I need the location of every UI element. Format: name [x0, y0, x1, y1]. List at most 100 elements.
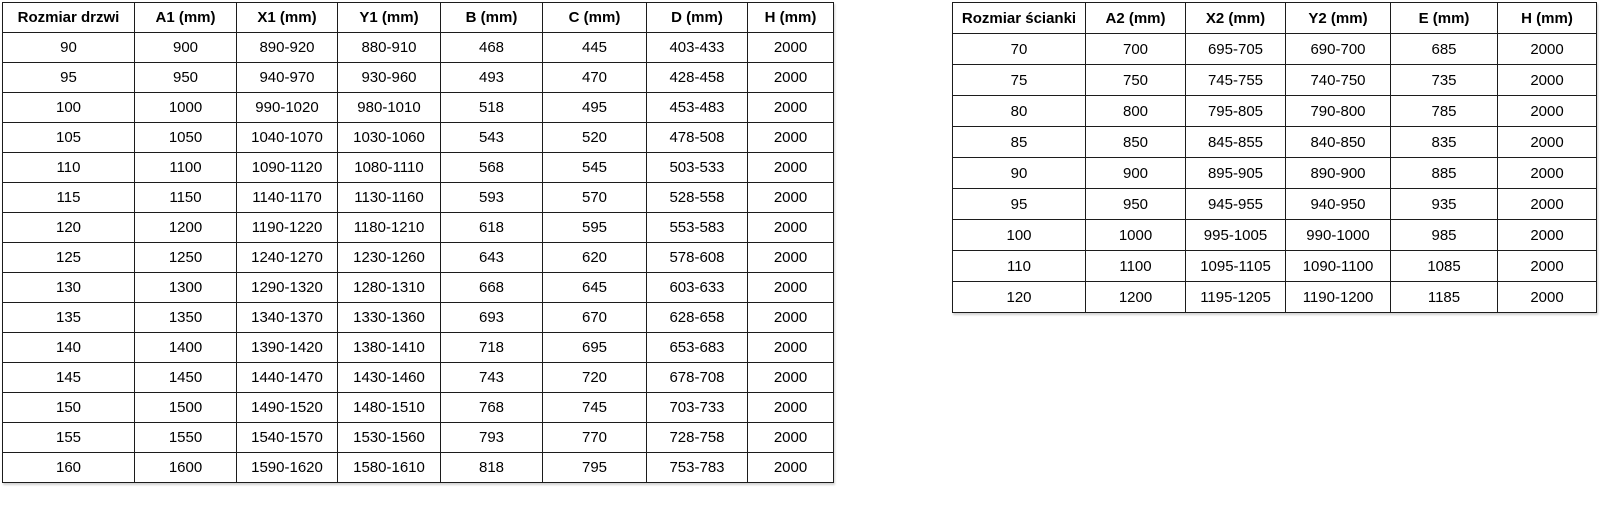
table-cell: 453-483 — [646, 92, 748, 123]
table-cell: 1300 — [134, 272, 237, 303]
table-cell: 468 — [440, 32, 543, 63]
table-cell: 1350 — [134, 302, 237, 333]
table-cell: 520 — [542, 122, 647, 153]
table-row: 95 950 945-955 940-950 935 2000 — [952, 188, 1597, 220]
column-header: D (mm) — [646, 2, 748, 33]
table-cell: 478-508 — [646, 122, 748, 153]
table-cell: 718 — [440, 332, 543, 363]
table-cell: 1530-1560 — [337, 422, 441, 453]
table-cell: 818 — [440, 452, 543, 483]
table-cell: 2000 — [1497, 95, 1597, 127]
table-cell: 2000 — [747, 332, 834, 363]
table-cell: 2000 — [747, 362, 834, 393]
table-cell: 735 — [1390, 64, 1498, 96]
table-cell: 845-855 — [1185, 126, 1286, 158]
table-cell: 645 — [542, 272, 647, 303]
table-cell: 1290-1320 — [236, 272, 338, 303]
table-cell: 1340-1370 — [236, 302, 338, 333]
table-row: 150 1500 1490-1520 1480-1510 768 745 703-733 20… — [2, 392, 834, 423]
table-cell: 693 — [440, 302, 543, 333]
table-cell: 643 — [440, 242, 543, 273]
column-header: B (mm) — [440, 2, 543, 33]
table-cell: 120 — [2, 212, 135, 243]
table-cell: 1430-1460 — [337, 362, 441, 393]
table-cell: 593 — [440, 182, 543, 213]
column-header: H (mm) — [747, 2, 834, 33]
table-cell: 790-800 — [1285, 95, 1391, 127]
table-cell: 110 — [952, 250, 1086, 282]
table-cell: 620 — [542, 242, 647, 273]
table-cell: 493 — [440, 62, 543, 93]
table-row: 120 1200 1190-1220 1180-1210 618 595 553-583 20… — [2, 212, 834, 243]
table-cell: 95 — [952, 188, 1086, 220]
table-cell: 2000 — [747, 62, 834, 93]
table-cell: 2000 — [1497, 126, 1597, 158]
table-cell: 2000 — [747, 422, 834, 453]
table-cell: 1180-1210 — [337, 212, 441, 243]
table-cell: 653-683 — [646, 332, 748, 363]
table-cell: 1140-1170 — [236, 182, 338, 213]
table-cell: 130 — [2, 272, 135, 303]
table-cell: 700 — [1085, 33, 1186, 65]
table-cell: 745-755 — [1185, 64, 1286, 96]
table-row: 90 900 895-905 890-900 885 2000 — [952, 157, 1597, 189]
table-cell: 850 — [1085, 126, 1186, 158]
table-row: 100 1000 995-1005 990-1000 985 2000 — [952, 219, 1597, 251]
table-cell: 1130-1160 — [337, 182, 441, 213]
table-cell: 678-708 — [646, 362, 748, 393]
table-cell: 120 — [952, 281, 1086, 313]
table-cell: 1090-1100 — [1285, 250, 1391, 282]
wall-panel-sizes-table: Rozmiar ścianki A2 (mm) X2 (mm) Y2 (mm) E (m… — [952, 2, 1597, 313]
table-cell: 2000 — [747, 182, 834, 213]
table-cell: 150 — [2, 392, 135, 423]
table-row: 160 1600 1590-1620 1580-1610 818 795 753-783 20… — [2, 452, 834, 483]
table-cell: 2000 — [747, 302, 834, 333]
table-cell: 578-608 — [646, 242, 748, 273]
table-cell: 703-733 — [646, 392, 748, 423]
table-cell: 940-970 — [236, 62, 338, 93]
table-cell: 728-758 — [646, 422, 748, 453]
table-cell: 2000 — [747, 392, 834, 423]
table-cell: 690-700 — [1285, 33, 1391, 65]
table-cell: 2000 — [747, 152, 834, 183]
table-cell: 990-1020 — [236, 92, 338, 123]
table-cell: 1550 — [134, 422, 237, 453]
table-cell: 1085 — [1390, 250, 1498, 282]
table-cell: 2000 — [1497, 188, 1597, 220]
table-cell: 785 — [1390, 95, 1498, 127]
table-cell: 1490-1520 — [236, 392, 338, 423]
table-cell: 740-750 — [1285, 64, 1391, 96]
table-row: 70 700 695-705 690-700 685 2000 — [952, 33, 1597, 65]
table-cell: 900 — [134, 32, 237, 63]
table-cell: 503-533 — [646, 152, 748, 183]
table-cell: 1000 — [134, 92, 237, 123]
header-row: Rozmiar drzwi A1 (mm) X1 (mm) Y1 (mm) B (mm)… — [2, 2, 834, 33]
table-cell: 2000 — [1497, 250, 1597, 282]
column-header: C (mm) — [542, 2, 647, 33]
table-cell: 1190-1200 — [1285, 281, 1391, 313]
table-cell: 900 — [1085, 157, 1186, 189]
table-cell: 1040-1070 — [236, 122, 338, 153]
table-cell: 470 — [542, 62, 647, 93]
column-header: H (mm) — [1497, 2, 1597, 34]
table-cell: 1000 — [1085, 219, 1186, 251]
header-row: Rozmiar ścianki A2 (mm) X2 (mm) Y2 (mm) E (m… — [952, 2, 1597, 34]
table-cell: 160 — [2, 452, 135, 483]
table-cell: 2000 — [1497, 33, 1597, 65]
table-cell: 753-783 — [646, 452, 748, 483]
table-cell: 1440-1470 — [236, 362, 338, 393]
column-header: Rozmiar drzwi — [2, 2, 135, 33]
table-cell: 935 — [1390, 188, 1498, 220]
column-header: Rozmiar ścianki — [952, 2, 1086, 34]
table-cell: 115 — [2, 182, 135, 213]
table-cell: 100 — [2, 92, 135, 123]
column-header: A2 (mm) — [1085, 2, 1186, 34]
table-row: 140 1400 1390-1420 1380-1410 718 695 653-683 20… — [2, 332, 834, 363]
table-cell: 1390-1420 — [236, 332, 338, 363]
table-cell: 495 — [542, 92, 647, 123]
table-cell: 1195-1205 — [1185, 281, 1286, 313]
table-cell: 95 — [2, 62, 135, 93]
table-cell: 545 — [542, 152, 647, 183]
column-header: A1 (mm) — [134, 2, 237, 33]
